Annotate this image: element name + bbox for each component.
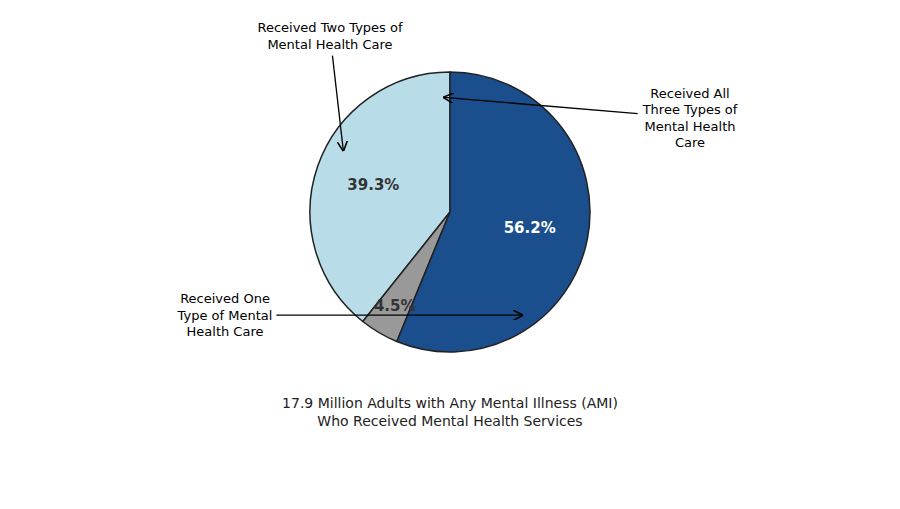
annotation-arrow (444, 97, 638, 113)
annotation-line: Mental Health Care (267, 37, 392, 52)
data-label: 4.5% (374, 297, 416, 315)
annotation-line: Health Care (187, 324, 264, 339)
annotations: Received Two Types ofMental Health CareR… (177, 20, 738, 338)
chart: 39.3% 4.5% 56.2% Received Two Types of Menta… (0, 0, 900, 509)
annotation-arrow (276, 314, 522, 315)
data-label: 56.2% (504, 219, 556, 237)
data-label: 39.3% (347, 176, 399, 194)
annotation-line: Care (675, 135, 705, 150)
subtitle-line: 17.9 Million Adults with Any Mental Illn… (282, 395, 618, 411)
annotation-line: Type of Mental (177, 308, 273, 323)
pie-slice (397, 72, 590, 352)
subtitle-line: Who Received Mental Health Services (317, 413, 582, 429)
annotation-arrow (332, 56, 343, 151)
data-labels: 39.3% 4.5% 56.2% (347, 176, 555, 315)
annotation-line: Mental Health (645, 119, 736, 134)
annotation: Received One Type of MentalHealth Care (177, 291, 273, 339)
annotation-line: Received Two Types of (257, 20, 403, 35)
annotation: Received Two Types of Mental Health Care (257, 20, 403, 51)
annotation: Received AllThree Types of Mental HealthC… (642, 86, 738, 150)
pie (310, 72, 590, 352)
subtitle: 17.9 Million Adults with Any Mental Illn… (282, 395, 618, 429)
annotation-line: Received One (180, 291, 270, 306)
annotation-line: Received All (650, 86, 729, 101)
annotation-line: Three Types of (642, 102, 738, 117)
chart-container: 39.3% 4.5% 56.2% Received Two Types of Menta… (0, 0, 900, 509)
